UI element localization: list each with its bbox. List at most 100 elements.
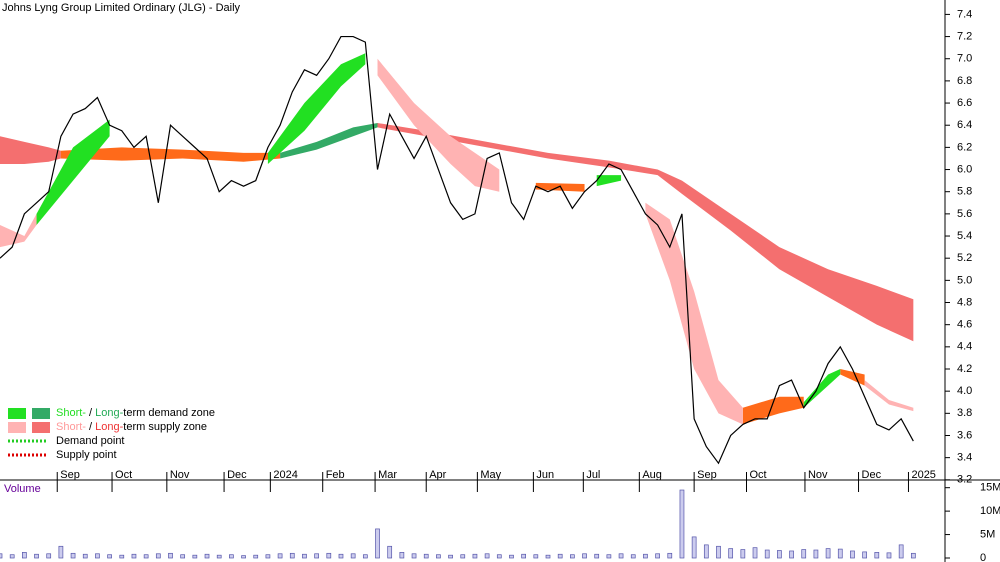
volume-bar: [643, 553, 648, 559]
volume-bar: [910, 552, 916, 559]
legend-swatch: [8, 408, 26, 419]
volume-bar: [265, 554, 271, 559]
y-tick-label: 5.8: [957, 186, 972, 198]
legend-text-part: Long-: [95, 421, 123, 433]
x-tick-label: Sep: [60, 469, 80, 481]
x-tick-label: Nov: [808, 469, 828, 481]
volume-bar: [862, 551, 867, 559]
volume-bar: [764, 549, 770, 559]
volume-bar: [582, 553, 587, 559]
volume-bar: [460, 554, 466, 559]
legend-label: Short- / Long-term demand zone: [56, 407, 215, 419]
x-tick-label: 2024: [273, 469, 297, 481]
y-tick-label: 5.0: [957, 274, 972, 286]
volume-bar: [813, 549, 819, 559]
volume-bar: [302, 553, 307, 559]
zone-band: [267, 53, 366, 164]
volume-bar: [679, 489, 685, 559]
zone-band: [377, 58, 500, 192]
volume-bar: [886, 552, 892, 559]
zone-band: [645, 202, 743, 425]
y-tick-label: 6.4: [957, 119, 972, 131]
legend-label: Short- / Long-term supply zone: [56, 421, 207, 433]
volume-bar: [95, 553, 100, 559]
legend-swatch: [32, 422, 50, 433]
y-tick-label: 5.6: [957, 208, 972, 220]
x-tick-label: Apr: [429, 469, 446, 481]
legend-text-part: Long-: [95, 407, 123, 419]
zone-band: [280, 123, 378, 159]
legend-text-part: term supply zone: [123, 421, 207, 433]
volume-bar: [874, 552, 880, 559]
zone-band: [742, 396, 804, 425]
zone-band: [803, 369, 841, 408]
volume-bar: [850, 550, 855, 559]
x-tick-label: Sep: [697, 469, 717, 481]
volume-bar: [533, 554, 539, 559]
x-tick-label: Nov: [170, 469, 190, 481]
volume-bar: [314, 553, 319, 559]
y-tick-label: 4.6: [957, 319, 972, 331]
x-tick-label: Aug: [642, 469, 662, 481]
y-tick-label: 5.4: [957, 230, 972, 242]
volume-bar: [691, 536, 697, 559]
volume-bar: [253, 554, 259, 559]
volume-bar: [570, 554, 575, 559]
volume-bar: [192, 554, 198, 559]
x-tick-label: Jul: [586, 469, 600, 481]
zone-band: [596, 175, 622, 187]
volume-label: Volume: [4, 483, 41, 495]
volume-bar: [204, 553, 210, 559]
volume-bar: [898, 544, 904, 559]
zone-band: [60, 147, 281, 162]
volume-bar: [484, 553, 490, 559]
legend-swatch: [32, 408, 50, 419]
volume-bar: [70, 552, 76, 559]
legend-swatch: [8, 422, 26, 433]
x-tick-label: Jun: [536, 469, 554, 481]
zone-band: [0, 136, 61, 164]
chart-title: Johns Lyng Group Limited Ordinary (JLG) …: [2, 2, 241, 14]
y-tick-label: 4.0: [957, 385, 972, 397]
price-line: [0, 35, 914, 465]
y-tick-label: 4.8: [957, 296, 972, 308]
volume-bar: [46, 553, 52, 559]
legend-label: Supply point: [56, 449, 117, 461]
volume-bar: [740, 549, 746, 559]
x-tick-label: May: [480, 469, 501, 481]
x-tick-label: Mar: [378, 469, 397, 481]
y-tick-label: 5.2: [957, 252, 972, 264]
volume-bar: [667, 552, 673, 559]
volume-bar: [277, 553, 283, 559]
volume-bar: [777, 550, 782, 559]
x-tick-label: Oct: [115, 469, 132, 481]
y-tick-label: 7.2: [957, 30, 972, 42]
zone-band: [0, 213, 37, 248]
volume-bar: [716, 545, 721, 559]
volume-bar: [509, 554, 514, 559]
y-tick-label: 4.2: [957, 363, 972, 375]
y-tick-label: 7.4: [957, 8, 972, 20]
volume-bar: [825, 548, 831, 559]
volume-bar: [180, 554, 186, 559]
volume-bar: [557, 553, 563, 559]
volume-bar: [496, 554, 502, 559]
y-tick-label: 6.6: [957, 97, 972, 109]
legend-text-part: /: [86, 421, 95, 433]
x-tick-label: Dec: [227, 469, 247, 481]
volume-bar: [594, 553, 600, 559]
volume-bar: [789, 550, 794, 559]
volume-bar: [436, 554, 441, 559]
volume-tick-label: 0: [980, 552, 986, 562]
volume-bar: [362, 554, 368, 559]
legend-text-part: Short-: [56, 407, 86, 419]
x-tick-label: Feb: [326, 469, 345, 481]
volume-bar: [143, 554, 149, 559]
zone-band: [36, 119, 110, 225]
volume-bar: [22, 552, 27, 559]
volume-bar: [155, 553, 161, 559]
x-tick-label: 2025: [911, 469, 935, 481]
volume-bar: [107, 554, 112, 559]
volume-tick-label: 5M: [980, 528, 995, 540]
